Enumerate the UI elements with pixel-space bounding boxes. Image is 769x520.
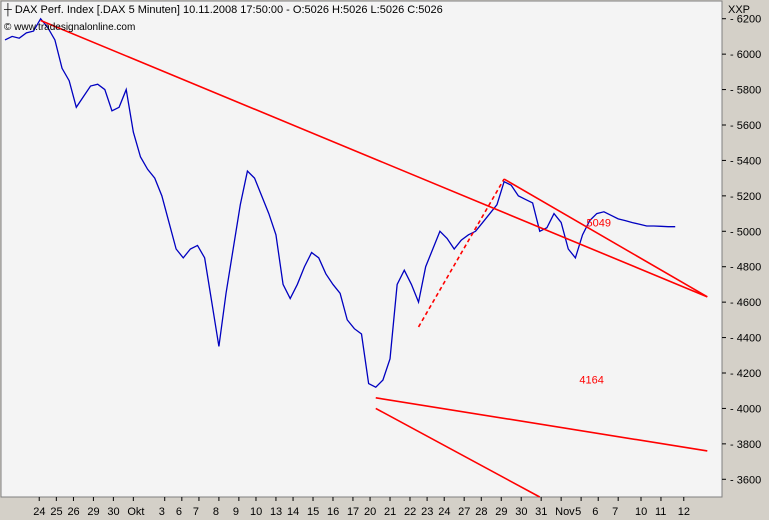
annotation-label: 5049 bbox=[587, 218, 611, 230]
y-tick-label: - 5200 bbox=[730, 191, 761, 203]
y-tick-label: - 3800 bbox=[730, 439, 761, 451]
x-tick-label: 15 bbox=[307, 506, 319, 518]
x-tick-label: 9 bbox=[233, 506, 239, 518]
x-tick-label: 26 bbox=[67, 506, 79, 518]
x-tick-label: 29 bbox=[495, 506, 507, 518]
x-tick-label: 7 bbox=[193, 506, 199, 518]
y-tick-label: - 4200 bbox=[730, 368, 761, 380]
y-tick-label: - 4000 bbox=[730, 403, 761, 415]
x-tick-label: 25 bbox=[50, 506, 62, 518]
x-tick-label: 8 bbox=[213, 506, 219, 518]
x-tick-label: 23 bbox=[421, 506, 433, 518]
x-tick-label: 20 bbox=[364, 506, 376, 518]
x-tick-label: 13 bbox=[270, 506, 282, 518]
x-tick-label: 3 bbox=[159, 506, 165, 518]
trendlines bbox=[40, 19, 708, 498]
x-tick-label: 5 bbox=[575, 506, 581, 518]
x-tick-label: 6 bbox=[176, 506, 182, 518]
x-tick-label: 27 bbox=[458, 506, 470, 518]
y-tick-label: - 4600 bbox=[730, 297, 761, 309]
x-axis: 24 25 26 29 30 Okt 3 6 7 8 9 10 13 14 15 16 17 20 21 22 23 24… bbox=[33, 497, 690, 518]
x-tick-label: 6 bbox=[592, 506, 598, 518]
trendline bbox=[375, 397, 708, 452]
source-credit: © www.tradesignalonline.com bbox=[4, 22, 136, 33]
plot-background bbox=[0, 0, 723, 498]
trendline bbox=[40, 19, 708, 298]
x-tick-label: 10 bbox=[635, 506, 647, 518]
chart-title: DAX Perf. Index [.DAX 5 Minuten] bbox=[14, 4, 180, 16]
crosshair-icon: ┼ bbox=[4, 4, 12, 16]
trendline bbox=[503, 178, 708, 298]
x-tick-label: 14 bbox=[287, 506, 299, 518]
x-tick-label: 24 bbox=[33, 506, 45, 518]
x-tick-label: 17 bbox=[347, 506, 359, 518]
x-tick-label: 12 bbox=[678, 506, 690, 518]
y-tick-label: - 4400 bbox=[730, 333, 761, 345]
x-tick-label: 31 bbox=[535, 506, 547, 518]
y-tick-label: - 6000 bbox=[730, 49, 761, 61]
y-axis: - 3600 - 3800 - 4000 - 4200 - 4400 - 4600 - 48… bbox=[722, 14, 761, 486]
x-tick-label: 24 bbox=[438, 506, 450, 518]
annotation-label: 4164 bbox=[579, 374, 603, 386]
symbol-label: XXP bbox=[728, 4, 751, 16]
price-series bbox=[4, 17, 676, 388]
x-tick-label: 11 bbox=[655, 506, 666, 518]
y-tick-label: - 5000 bbox=[730, 226, 761, 238]
y-tick-label: - 4800 bbox=[730, 262, 761, 274]
annotations: 5049 4164 bbox=[579, 218, 611, 387]
x-tick-label: 16 bbox=[327, 506, 339, 518]
y-tick-label: - 5400 bbox=[730, 155, 761, 167]
ohlc-stats: 10.11.2008 17:50:00 - O:5026 H:5026 L:50… bbox=[183, 4, 443, 16]
trendline bbox=[375, 407, 541, 498]
x-tick-label: 30 bbox=[107, 506, 119, 518]
x-tick-label: 22 bbox=[404, 506, 416, 518]
chart-title-row: ┼ DAX Perf. Index [.DAX 5 Minuten] 10.11… bbox=[4, 4, 443, 16]
x-tick-label: 7 bbox=[612, 506, 618, 518]
x-tick-label: 29 bbox=[87, 506, 99, 518]
y-tick-label: - 6200 bbox=[730, 14, 761, 26]
x-tick-label: Nov bbox=[555, 506, 575, 518]
y-tick-label: - 5600 bbox=[730, 120, 761, 132]
y-tick-label: - 5800 bbox=[730, 85, 761, 97]
x-tick-label: 21 bbox=[384, 506, 396, 518]
x-tick-label: 30 bbox=[515, 506, 527, 518]
x-tick-label: 28 bbox=[475, 506, 487, 518]
price-line bbox=[4, 17, 676, 388]
x-tick-label: Okt bbox=[127, 506, 144, 518]
x-tick-label: 10 bbox=[250, 506, 262, 518]
trendline bbox=[417, 178, 505, 328]
y-tick-label: - 3600 bbox=[730, 474, 761, 486]
